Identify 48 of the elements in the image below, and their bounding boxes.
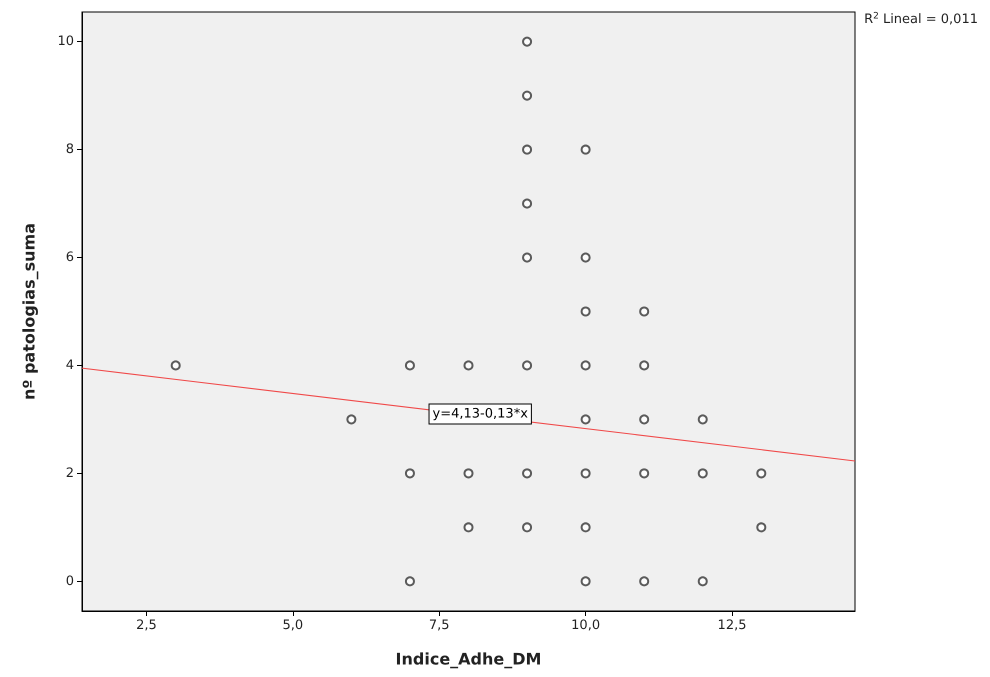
point [580,468,591,478]
point [522,468,532,478]
y-axis-title: nº patologias_suma [20,223,38,400]
y-tick-label: 6 [66,250,74,266]
point [580,576,591,586]
point [639,306,650,316]
point [404,468,415,478]
y-tick-label: 4 [66,358,74,373]
point [522,252,532,263]
point [170,360,181,370]
annotation: y=4,13-0,13*x [432,406,528,422]
x-tick-label: 2,5 [136,618,157,633]
point [404,360,415,370]
y-tick-label: 8 [66,142,74,158]
point [639,360,650,370]
x-tick-label: 12,5 [718,618,746,633]
point [639,414,650,424]
point [698,468,708,478]
x-tick-label: 5,0 [282,618,304,633]
point [580,522,591,532]
point [580,360,591,370]
y-tick-label: 2 [66,466,74,481]
point [756,522,766,532]
y-tick-label: 10 [57,34,74,50]
point [580,144,591,155]
point [639,468,650,478]
x-tick-label: 10,0 [571,618,600,633]
point [464,522,474,532]
point [698,576,708,586]
point [522,144,532,155]
point [522,90,532,101]
point [522,522,532,532]
x-tick-label: 7,5 [428,618,450,633]
point [522,36,532,47]
point [464,468,474,478]
point [522,198,532,209]
point [580,414,591,424]
point [698,414,708,424]
x-axis-title: Indice_Adhe_DM [396,650,542,668]
point [346,414,356,424]
point [580,252,591,263]
point [522,360,532,370]
y-tick-label: 0 [66,574,74,589]
point [756,468,766,478]
point [639,576,650,586]
point [580,306,591,316]
point [464,360,474,370]
point [404,576,415,586]
